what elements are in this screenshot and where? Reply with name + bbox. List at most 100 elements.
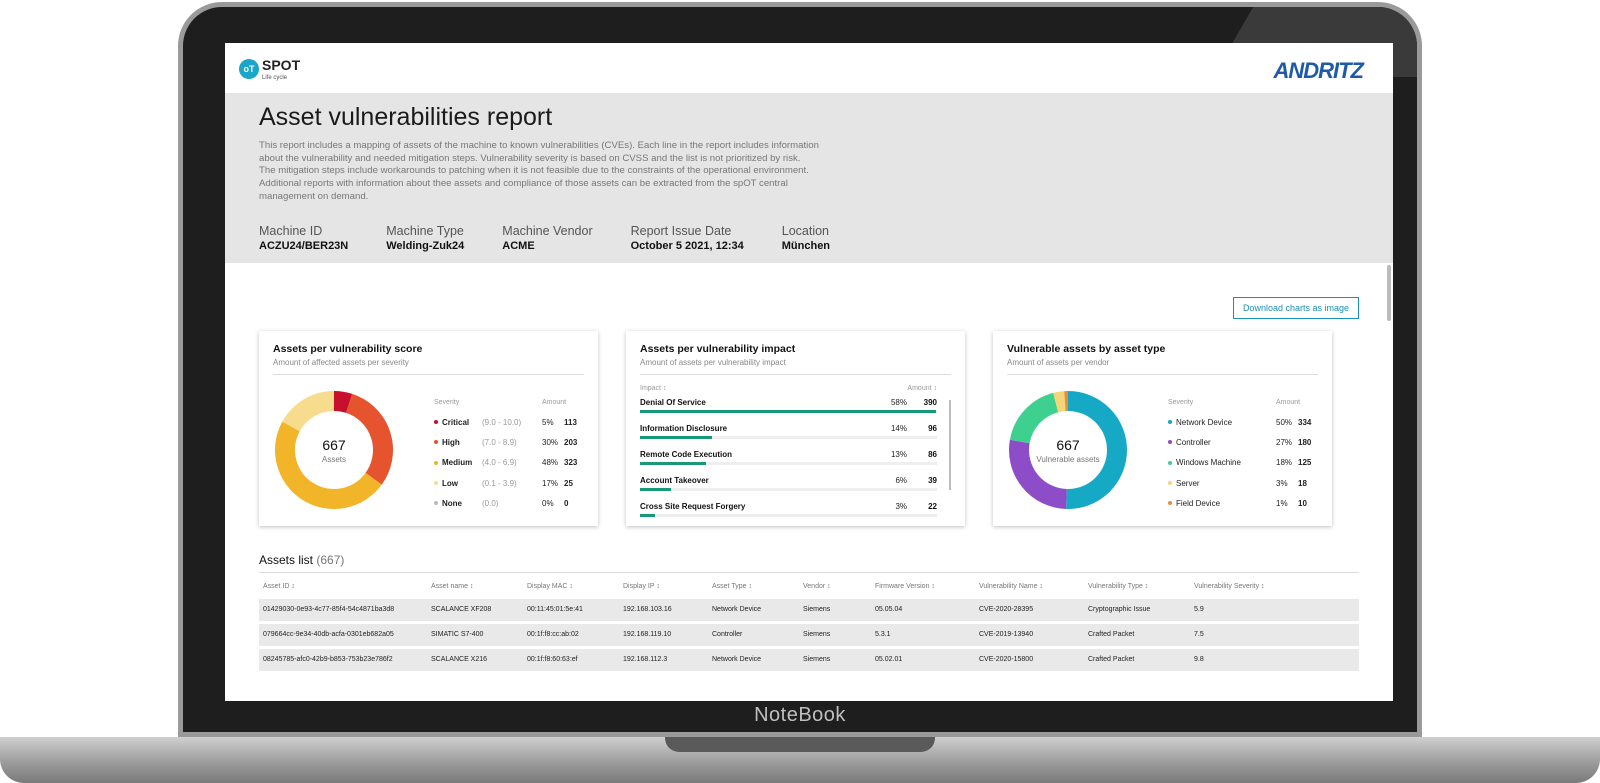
table-cell: CVE-2020-15800 <box>979 656 1034 663</box>
meta-label: Machine ID <box>259 223 323 238</box>
logo-text: SPOT <box>262 57 301 73</box>
legend-name: Field Device <box>1176 498 1221 508</box>
impact-bar-track <box>640 514 937 517</box>
table-cell: 192.168.112.3 <box>623 656 668 663</box>
legend-item-controller[interactable]: Controller 27% 180 <box>1168 432 1318 452</box>
critical-dot-icon <box>434 420 438 425</box>
column-header[interactable]: Asset ID ↕ <box>263 583 295 590</box>
impact-row[interactable]: Denial Of Service 58% 390 <box>640 392 951 418</box>
impact-col-sort[interactable]: Impact ↕ <box>640 385 667 392</box>
impact-name: Account Takeover <box>640 476 709 485</box>
divider <box>259 572 1359 573</box>
legend-pct: 5% <box>542 417 554 427</box>
impact-amount: 390 <box>923 398 937 407</box>
severity-donut-chart[interactable] <box>273 389 395 511</box>
assets-table-header: Asset ID ↕ Asset name ↕ Display MAC ↕ Displ… <box>259 581 1359 595</box>
spot-logo-wordmark: SPOT Life cycle <box>262 57 300 81</box>
amount-col-sort[interactable]: Amount ↕ <box>907 385 937 392</box>
donut-segment[interactable] <box>1053 391 1066 413</box>
donut-segment[interactable] <box>275 421 382 509</box>
column-header[interactable]: Asset Type ↕ <box>712 583 752 590</box>
legend-amount: 203 <box>564 437 578 447</box>
none-dot-icon <box>434 501 438 506</box>
legend-item-high[interactable]: High (7.0 - 8.9) 30% 203 <box>434 432 584 452</box>
legend-range: (9.0 - 10.0) <box>482 417 522 427</box>
meta-machine-vendor: Machine Vendor ACME <box>502 224 592 252</box>
table-row[interactable]: 08245785-afc0-42b9-b853-753b23e786f2 SCAL… <box>259 649 1359 671</box>
meta-issue-date: Report Issue Date October 5 2021, 12:34 <box>631 224 744 252</box>
report-header: Asset vulnerabilities report This report… <box>225 93 1393 263</box>
page-scrollbar[interactable] <box>1387 265 1391 321</box>
meta-value: München <box>781 239 831 252</box>
legend-name: Medium <box>442 458 473 468</box>
table-cell: 00:1f:f8:60:63:ef <box>527 656 578 663</box>
donut-segment[interactable] <box>345 393 393 485</box>
column-header[interactable]: Vendor ↕ <box>803 583 831 590</box>
meta-value: ACZU24/BER23N <box>259 239 349 252</box>
impact-row[interactable]: Remote Code Execution 13% 86 <box>640 444 951 470</box>
donut-segment[interactable] <box>1066 391 1127 509</box>
table-cell: 00:11:45:01:5e:41 <box>527 606 583 613</box>
device-brand: NoteBook <box>754 704 846 726</box>
field-device-dot-icon <box>1168 501 1172 506</box>
impact-scrollbar[interactable] <box>949 400 951 490</box>
legend-item-medium[interactable]: Medium (4.0 - 6.9) 48% 323 <box>434 453 584 473</box>
meta-label: Machine Vendor <box>502 223 593 238</box>
column-header[interactable]: Display MAC ↕ <box>527 583 573 590</box>
legend-amount: 0 <box>564 498 569 508</box>
legend-item-low[interactable]: Low (0.1 - 3.9) 17% 25 <box>434 473 584 493</box>
table-row[interactable]: 079664cc-9e34-40db-acfa-0301eb682a05 SIMA… <box>259 624 1359 646</box>
legend-range: (0.1 - 3.9) <box>482 478 517 488</box>
legend-item-none[interactable]: None (0.0) 0% 0 <box>434 493 584 513</box>
column-header[interactable]: Vulnerability Name ↕ <box>979 583 1043 590</box>
impact-row[interactable]: Information Disclosure 14% 96 <box>640 418 951 444</box>
download-charts-button[interactable]: Download charts as image <box>1232 297 1359 319</box>
legend-item-critical[interactable]: Critical (9.0 - 10.0) 5% 113 <box>434 412 584 432</box>
legend-amount: 113 <box>564 417 577 427</box>
meta-value: October 5 2021, 12:34 <box>630 239 744 252</box>
column-header[interactable]: Display IP ↕ <box>623 583 660 590</box>
donut-segment[interactable] <box>1009 439 1068 509</box>
column-header[interactable]: Vulnerability Type ↕ <box>1088 583 1149 590</box>
legend-name: Controller <box>1176 437 1211 447</box>
table-cell: 079664cc-9e34-40db-acfa-0301eb682a05 <box>263 631 394 638</box>
page-title: Asset vulnerabilities report <box>259 103 553 131</box>
column-header[interactable]: Vulnerability Severity ↕ <box>1194 583 1265 590</box>
legend-name: Windows Machine <box>1176 458 1241 468</box>
legend-item-server[interactable]: Server 3% 18 <box>1168 473 1318 493</box>
impact-name: Remote Code Execution <box>640 450 733 459</box>
asset-type-donut-chart[interactable] <box>1007 389 1129 511</box>
table-cell: 7.5 <box>1194 631 1204 638</box>
impact-row[interactable]: Account Takeover 6% 39 <box>640 470 951 496</box>
assets-list-title: Assets list (667) <box>259 553 344 567</box>
column-header[interactable]: Firmware Version ↕ <box>875 583 935 590</box>
legend-pct: 27% <box>1276 437 1293 447</box>
donut-segment[interactable] <box>333 391 353 414</box>
impact-pct: 3% <box>895 502 907 511</box>
impact-pct: 58% <box>890 398 907 407</box>
impact-amount: 39 <box>928 476 937 485</box>
spot-logo[interactable]: oT SPOT Life cycle <box>239 57 300 81</box>
meta-machine-id: Machine ID ACZU24/BER23N <box>259 224 348 252</box>
table-row[interactable]: 01429030-0e93-4c77-85f4-54c4871ba3d8 SCAL… <box>259 599 1359 621</box>
table-cell: CVE-2020-28395 <box>979 606 1034 613</box>
table-cell: 05.05.04 <box>875 606 903 613</box>
card-title: Assets per vulnerability impact <box>640 343 796 355</box>
impact-row[interactable]: Cross Site Request Forgery 3% 22 <box>640 496 951 522</box>
assets-list-count: (667) <box>316 553 345 567</box>
impact-bar <box>640 514 656 517</box>
table-cell: Cryptographic Issue <box>1088 606 1151 613</box>
legend-item-field-device[interactable]: Field Device 1% 10 <box>1168 493 1318 513</box>
donut-segment[interactable] <box>1009 392 1059 444</box>
legend-item-network-device[interactable]: Network Device 50% 334 <box>1168 412 1318 432</box>
donut-segment[interactable] <box>282 391 335 432</box>
assets-list-label: Assets list <box>259 553 314 567</box>
legend-name: High <box>442 437 460 447</box>
severity-legend: Severity Amount Critical (9.0 - 10.0) 5% 113… <box>434 399 584 513</box>
table-cell: Crafted Packet <box>1088 656 1135 663</box>
legend-pct: 48% <box>542 458 559 468</box>
impact-list: Impact ↕ Amount ↕ Denial Of Service 58% 390… <box>640 385 951 522</box>
legend-range: (7.0 - 8.9) <box>482 437 517 447</box>
legend-item-windows-machine[interactable]: Windows Machine 18% 125 <box>1168 453 1318 473</box>
column-header[interactable]: Asset name ↕ <box>431 583 474 590</box>
